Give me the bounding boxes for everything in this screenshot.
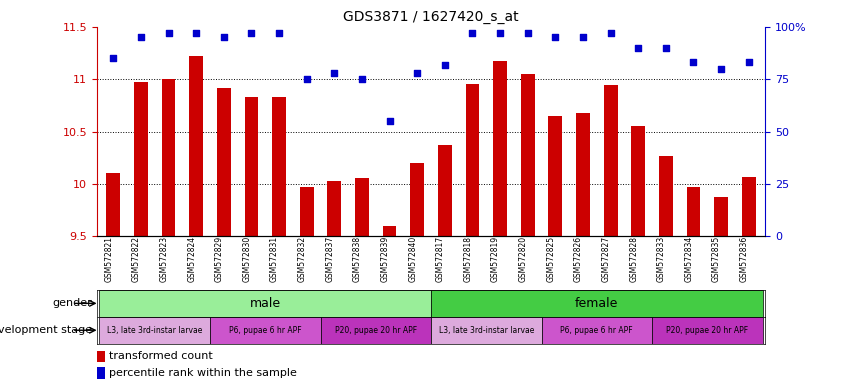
Text: GSM572839: GSM572839 (381, 236, 389, 282)
Text: P20, pupae 20 hr APF: P20, pupae 20 hr APF (335, 326, 417, 335)
Point (300, 76, 314, 82)
Point (548, 34, 562, 40)
Text: GSM572826: GSM572826 (574, 236, 583, 282)
Bar (99, 317, 210, 344)
Text: GSM572829: GSM572829 (214, 236, 224, 282)
Bar (686, 187, 701, 236)
Bar (299, 187, 314, 236)
Point (135, 34, 148, 40)
Bar (576, 113, 590, 236)
Text: development stage: development stage (0, 325, 93, 335)
Text: GSM572828: GSM572828 (629, 236, 638, 282)
Point (438, 61, 452, 68)
Point (355, 76, 368, 82)
Bar (217, 88, 230, 236)
Bar (383, 226, 396, 236)
Point (466, 30, 479, 36)
Bar (327, 181, 341, 236)
Bar (355, 177, 369, 236)
Text: GSM572825: GSM572825 (547, 236, 555, 282)
Text: GSM572832: GSM572832 (298, 236, 307, 282)
Text: P6, pupae 6 hr APF: P6, pupae 6 hr APF (560, 326, 633, 335)
Text: GSM572836: GSM572836 (740, 236, 748, 282)
Point (632, 45, 645, 51)
Text: GSM572817: GSM572817 (436, 236, 445, 282)
Text: GSM572835: GSM572835 (712, 236, 721, 282)
Text: GSM572824: GSM572824 (188, 236, 196, 282)
Bar (438, 145, 452, 236)
Bar (604, 86, 617, 236)
Text: GSM572837: GSM572837 (325, 236, 335, 282)
Text: GSM572819: GSM572819 (491, 236, 500, 282)
Text: male: male (250, 297, 281, 310)
Text: L3, late 3rd-instar larvae: L3, late 3rd-instar larvae (438, 326, 534, 335)
Bar (99, 290, 431, 317)
Point (217, 34, 230, 40)
Bar (542, 317, 652, 344)
Text: GSM572820: GSM572820 (519, 236, 527, 282)
Bar (431, 317, 542, 344)
Text: GSM572833: GSM572833 (657, 236, 666, 282)
Bar (431, 290, 763, 317)
Bar (97, 367, 105, 379)
Text: GSM572821: GSM572821 (104, 236, 114, 282)
Point (189, 30, 203, 36)
Bar (493, 61, 507, 236)
Bar (742, 177, 756, 236)
Text: P20, pupae 20 hr APF: P20, pupae 20 hr APF (666, 326, 748, 335)
Point (714, 66, 727, 72)
Point (410, 70, 424, 76)
Bar (161, 79, 176, 236)
Text: percentile rank within the sample: percentile rank within the sample (108, 367, 297, 377)
Bar (245, 97, 258, 236)
Text: GSM572831: GSM572831 (270, 236, 279, 282)
Text: P6, pupae 6 hr APF: P6, pupae 6 hr APF (229, 326, 302, 335)
Bar (134, 82, 148, 236)
Point (742, 60, 755, 66)
Bar (652, 317, 763, 344)
Text: GSM572822: GSM572822 (132, 236, 141, 282)
Text: L3, late 3rd-instar larvae: L3, late 3rd-instar larvae (107, 326, 203, 335)
Point (245, 30, 258, 36)
Point (659, 45, 673, 51)
Point (521, 30, 534, 36)
Text: GSM572823: GSM572823 (160, 236, 168, 282)
Point (687, 60, 701, 66)
Text: GSM572830: GSM572830 (242, 236, 251, 282)
Bar (106, 174, 120, 236)
Text: GSM572838: GSM572838 (353, 236, 362, 282)
Text: transformed count: transformed count (108, 351, 213, 361)
Bar (714, 197, 728, 236)
Text: GSM572827: GSM572827 (601, 236, 611, 282)
Point (576, 34, 590, 40)
Bar (210, 317, 320, 344)
Bar (97, 351, 105, 362)
Bar (548, 116, 563, 236)
Bar (410, 163, 424, 236)
Bar (659, 156, 673, 236)
Point (161, 30, 175, 36)
Bar (189, 56, 203, 236)
Text: GSM572818: GSM572818 (463, 236, 473, 282)
Text: female: female (575, 297, 618, 310)
Text: gender: gender (53, 298, 93, 308)
Point (107, 55, 120, 61)
Point (494, 30, 507, 36)
Point (272, 30, 286, 36)
Bar (466, 84, 479, 236)
Bar (632, 126, 645, 236)
Title: GDS3871 / 1627420_s_at: GDS3871 / 1627420_s_at (343, 10, 519, 25)
Point (383, 118, 396, 124)
Bar (272, 97, 286, 236)
Bar (320, 317, 431, 344)
Text: GSM572834: GSM572834 (685, 236, 694, 282)
Text: GSM572840: GSM572840 (408, 236, 417, 282)
Point (604, 30, 617, 36)
Point (328, 70, 341, 76)
Bar (521, 74, 535, 236)
